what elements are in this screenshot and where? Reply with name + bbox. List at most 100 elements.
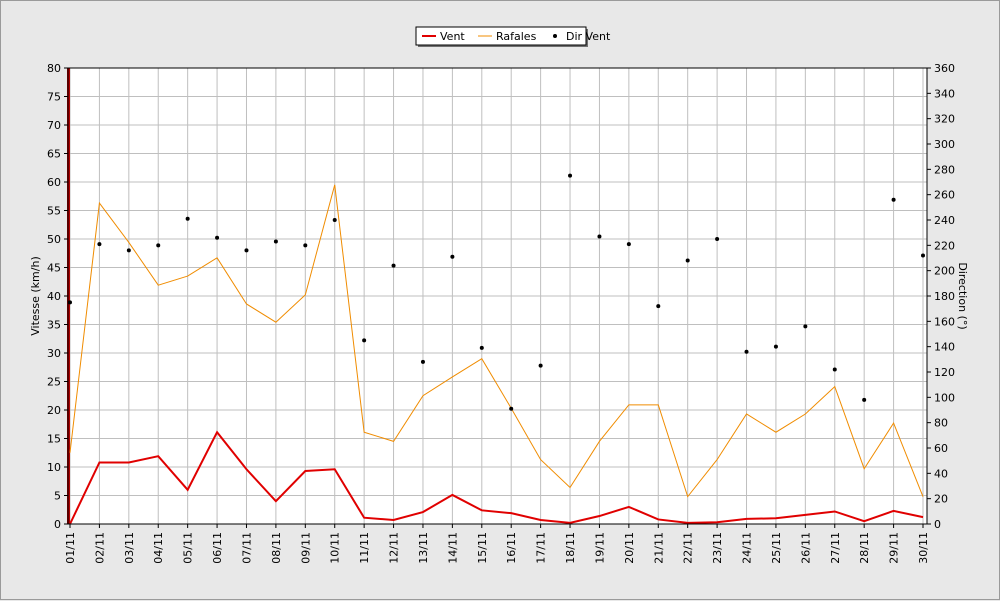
y-tick-label: 60 xyxy=(47,176,61,189)
series-layer xyxy=(68,173,925,525)
legend: Vent Rafales Dir Vent xyxy=(415,26,611,47)
legend-label: Rafales xyxy=(496,30,537,43)
direction-point xyxy=(626,242,631,247)
y2-tick-label: 320 xyxy=(934,113,955,126)
legend-box xyxy=(415,26,587,46)
direction-point xyxy=(215,235,220,240)
x-tick-label: 12/11 xyxy=(388,532,401,564)
y-tick-label: 0 xyxy=(54,518,61,531)
y2-tick-label: 60 xyxy=(934,442,948,455)
grid xyxy=(67,67,927,525)
y-tick-label: 30 xyxy=(47,347,61,360)
x-tick-label: 20/11 xyxy=(623,532,636,564)
y2-tick-label: 140 xyxy=(934,341,955,354)
y-tick-label: 25 xyxy=(47,376,61,389)
direction-point xyxy=(862,397,867,402)
y-axis-right-ticks: 0 20 40 60 80 100 120 140 160 180 200 220 240 260 280 3… xyxy=(927,62,955,531)
y2-tick-label: 180 xyxy=(934,290,955,303)
direction-point xyxy=(244,248,249,253)
y-axis-right-label: Direction (°) xyxy=(956,262,969,329)
y2-tick-label: 220 xyxy=(934,239,955,252)
y-tick-label: 70 xyxy=(47,119,61,132)
direction-point xyxy=(509,406,514,411)
direction-point xyxy=(126,248,131,253)
y2-tick-label: 260 xyxy=(934,189,955,202)
legend-swatch xyxy=(553,34,557,38)
direction-point xyxy=(597,234,602,239)
y2-tick-label: 40 xyxy=(934,467,948,480)
y-axis-left-ticks: 0 5 10 15 20 25 30 35 40 45 50 55 60 65 70 75 80 xyxy=(47,62,68,531)
y-axis-left-label: Vitesse (km/h) xyxy=(29,256,42,336)
y-tick-label: 35 xyxy=(47,319,61,332)
x-tick-label: 23/11 xyxy=(711,532,724,564)
direction-point xyxy=(68,300,72,305)
x-tick-label: 25/11 xyxy=(770,532,783,564)
y2-tick-label: 160 xyxy=(934,315,955,328)
y2-tick-label: 200 xyxy=(934,265,955,278)
y-tick-label: 80 xyxy=(47,62,61,75)
x-tick-label: 07/11 xyxy=(240,532,253,564)
direction-point xyxy=(715,237,720,241)
x-tick-label: 05/11 xyxy=(182,532,195,564)
y-tick-label: 55 xyxy=(47,205,61,218)
direction-point xyxy=(185,216,190,221)
x-tick-label: 16/11 xyxy=(505,532,518,564)
y2-tick-label: 0 xyxy=(934,518,941,531)
x-tick-label: 22/11 xyxy=(682,532,695,564)
x-tick-label: 15/11 xyxy=(476,532,489,564)
direction-point xyxy=(891,197,896,202)
plot-border xyxy=(67,67,928,525)
x-tick-label: 13/11 xyxy=(417,532,430,564)
x-tick-label: 09/11 xyxy=(299,532,312,564)
y2-tick-label: 80 xyxy=(934,417,948,430)
direction-point xyxy=(273,239,278,244)
x-tick-label: 30/11 xyxy=(917,532,930,564)
x-tick-label: 14/11 xyxy=(446,532,459,564)
direction-point xyxy=(420,359,425,364)
y-tick-label: 5 xyxy=(54,490,61,503)
direction-point xyxy=(803,324,808,329)
y-tick-label: 65 xyxy=(47,148,61,161)
y2-tick-label: 280 xyxy=(934,163,955,176)
x-tick-label: 02/11 xyxy=(93,532,106,564)
direction-point xyxy=(685,258,690,263)
x-tick-label: 29/11 xyxy=(888,532,901,564)
direction-point xyxy=(832,367,837,372)
x-tick-label: 11/11 xyxy=(358,532,371,564)
x-tick-label: 17/11 xyxy=(535,532,548,564)
y2-tick-label: 360 xyxy=(934,62,955,75)
y-tick-label: 40 xyxy=(47,290,61,303)
direction-point xyxy=(538,363,543,368)
direction-point xyxy=(362,338,367,343)
direction-point xyxy=(303,243,308,248)
direction-point xyxy=(773,344,778,349)
x-tick-label: 21/11 xyxy=(652,532,665,564)
direction-point xyxy=(921,253,925,258)
y2-tick-label: 100 xyxy=(934,391,955,404)
series-line-0 xyxy=(69,430,924,525)
y2-tick-label: 300 xyxy=(934,138,955,151)
y-tick-label: 20 xyxy=(47,404,61,417)
direction-point xyxy=(332,218,337,222)
y-tick-label: 10 xyxy=(47,461,61,474)
x-axis-ticks: 01/11 02/11 03/11 04/11 05/11 06/11 07/11 08/11… xyxy=(64,524,930,564)
direction-point xyxy=(656,304,661,309)
y2-tick-label: 240 xyxy=(934,214,955,227)
x-tick-label: 03/11 xyxy=(123,532,136,564)
direction-point xyxy=(156,243,161,248)
direction-point xyxy=(450,254,455,259)
x-tick-label: 27/11 xyxy=(829,532,842,564)
y2-tick-label: 340 xyxy=(934,87,955,100)
x-tick-label: 08/11 xyxy=(270,532,283,564)
legend-label: Vent xyxy=(440,30,465,43)
y-tick-label: 45 xyxy=(47,262,61,275)
x-tick-label: 10/11 xyxy=(329,532,342,564)
direction-point xyxy=(479,345,484,350)
direction-point xyxy=(744,349,749,354)
direction-point xyxy=(391,263,396,268)
x-tick-label: 24/11 xyxy=(741,532,754,564)
y-tick-label: 15 xyxy=(47,433,61,446)
y2-tick-label: 20 xyxy=(934,493,948,506)
